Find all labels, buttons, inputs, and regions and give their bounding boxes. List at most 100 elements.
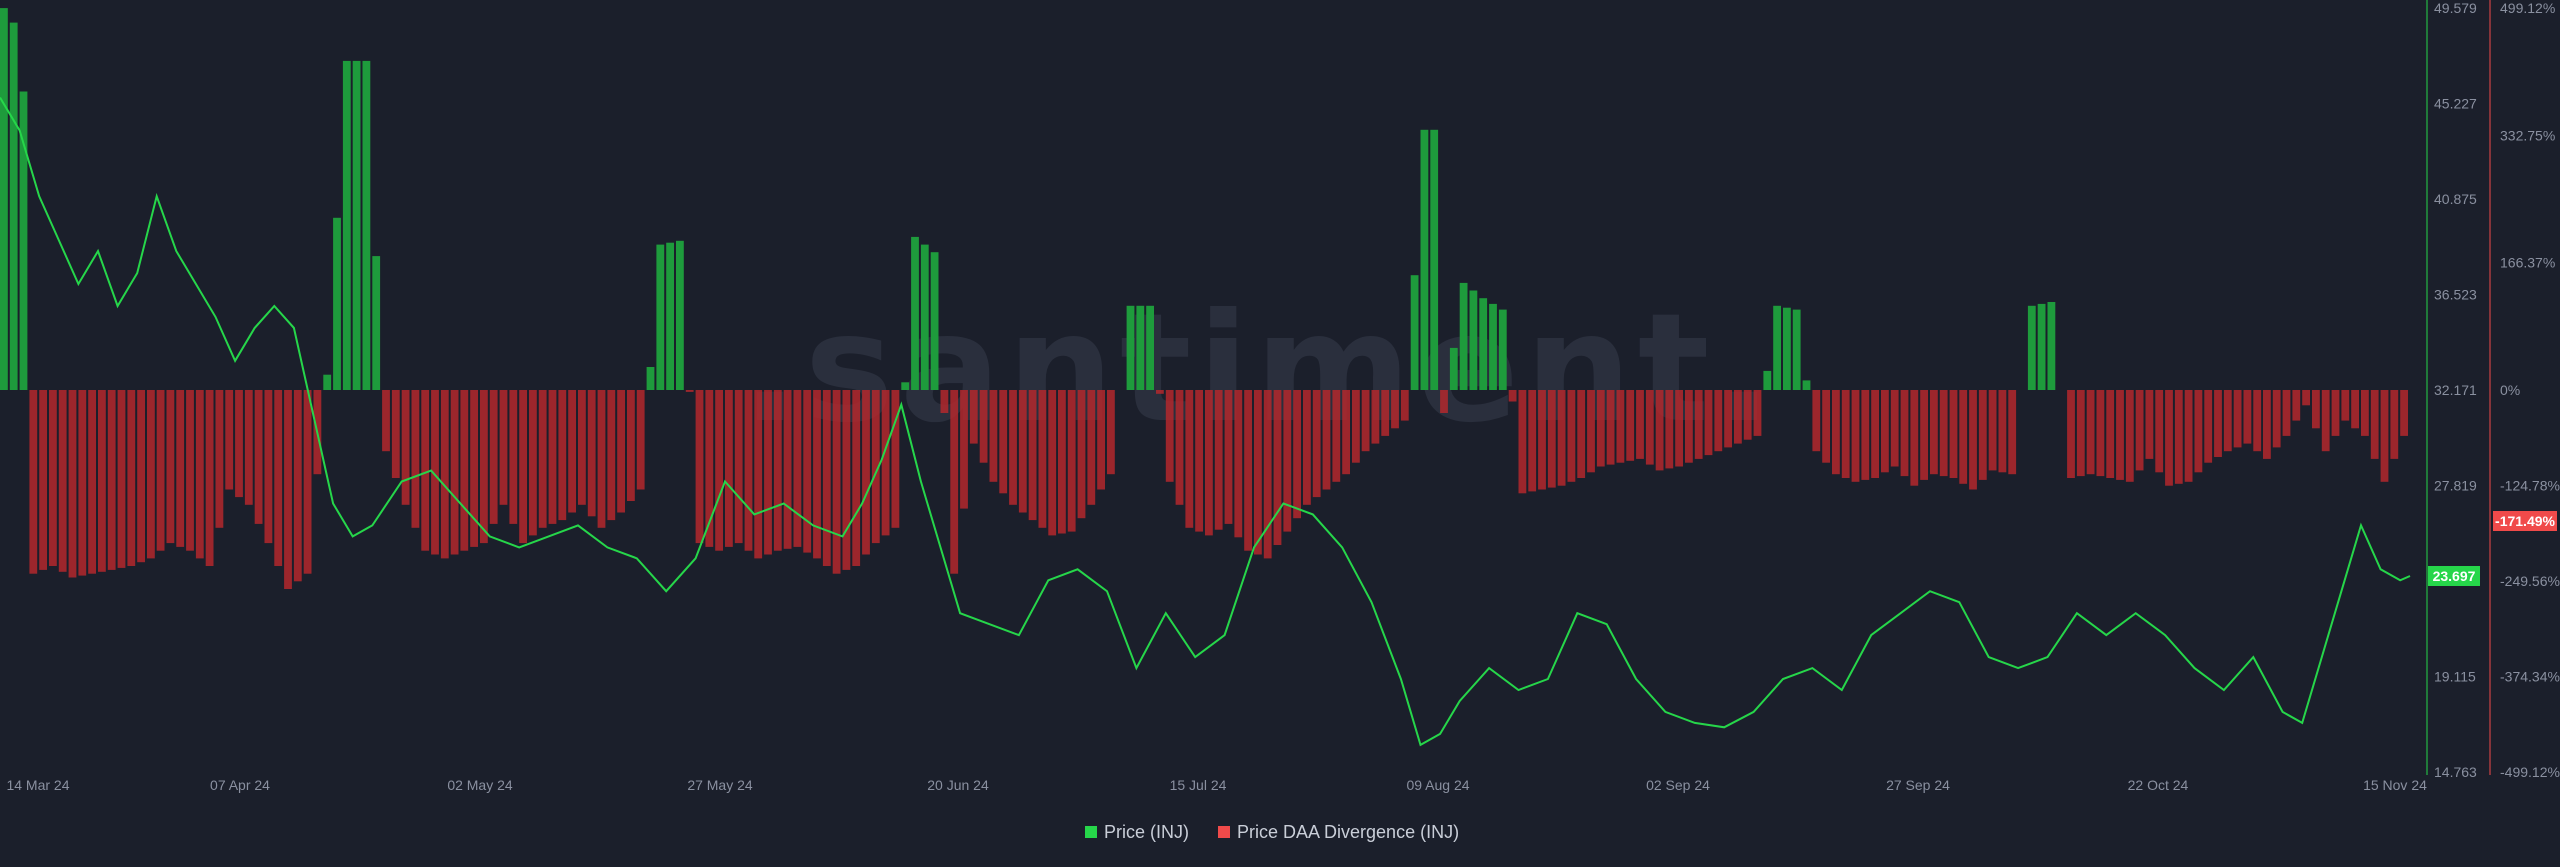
divergence-bar-negative bbox=[2086, 390, 2095, 475]
divergence-bar-negative bbox=[1685, 390, 1693, 463]
divergence-bar-negative bbox=[509, 390, 518, 524]
divergence-bar-negative bbox=[2253, 390, 2262, 452]
divergence-tick-label: 0% bbox=[2500, 382, 2520, 398]
divergence-bar-negative bbox=[1322, 390, 1331, 490]
divergence-bar-positive bbox=[901, 382, 910, 390]
divergence-bar-negative bbox=[1361, 390, 1370, 452]
divergence-bar-negative bbox=[940, 390, 949, 413]
divergence-bar-negative bbox=[636, 390, 645, 490]
divergence-bar-negative bbox=[39, 390, 47, 570]
divergence-bar-negative bbox=[2321, 390, 2330, 452]
divergence-bar-negative bbox=[1851, 390, 1860, 482]
divergence-bar-positive bbox=[1136, 305, 1145, 390]
divergence-bar-negative bbox=[244, 390, 253, 505]
legend-price-swatch bbox=[1085, 826, 1097, 838]
divergence-bar-negative bbox=[1303, 390, 1311, 505]
divergence-bar-positive bbox=[676, 240, 684, 390]
divergence-bar-negative bbox=[470, 390, 478, 547]
divergence-bar-negative bbox=[1009, 390, 1017, 505]
x-tick-label: 27 May 24 bbox=[687, 777, 753, 793]
divergence-bar-negative bbox=[1058, 390, 1066, 534]
divergence-bar-negative bbox=[529, 390, 537, 536]
divergence-bar-negative bbox=[2076, 390, 2085, 477]
divergence-tick-label: -249.56% bbox=[2500, 573, 2560, 589]
divergence-bar-negative bbox=[2145, 390, 2154, 459]
divergence-bar-negative bbox=[1371, 390, 1380, 444]
divergence-bar-negative bbox=[186, 390, 194, 551]
divergence-bar-negative bbox=[2106, 390, 2115, 478]
x-tick-label: 14 Mar 24 bbox=[6, 777, 69, 793]
divergence-bar-negative bbox=[2194, 390, 2203, 473]
divergence-tick-label: -374.34% bbox=[2500, 669, 2560, 685]
divergence-bar-negative bbox=[607, 390, 616, 521]
divergence-bar-positive bbox=[362, 60, 371, 391]
divergence-bar-negative bbox=[1704, 390, 1713, 456]
price-tick-label: 32.171 bbox=[2434, 382, 2477, 398]
divergence-bar-negative bbox=[1048, 390, 1057, 536]
divergence-bar-negative bbox=[1998, 390, 2007, 473]
divergence-bar-negative bbox=[49, 390, 57, 566]
divergence-bar-negative bbox=[1273, 390, 1282, 545]
divergence-bar-negative bbox=[1077, 390, 1086, 519]
divergence-bar-negative bbox=[558, 390, 567, 521]
divergence-bar-positive bbox=[9, 22, 18, 390]
divergence-bar-positive bbox=[342, 60, 351, 391]
divergence-bar-negative bbox=[254, 390, 263, 524]
divergence-bar-negative bbox=[2263, 390, 2271, 459]
divergence-bar-negative bbox=[548, 390, 557, 524]
divergence-bar-negative bbox=[1822, 390, 1830, 463]
divergence-bar-negative bbox=[568, 390, 576, 513]
divergence-bar-positive bbox=[2047, 302, 2056, 390]
divergence-bar-negative bbox=[225, 390, 234, 490]
divergence-bar-positive bbox=[1479, 298, 1488, 390]
divergence-bar-negative bbox=[1165, 390, 1174, 482]
divergence-bar-negative bbox=[1028, 390, 1037, 521]
divergence-bar-negative bbox=[2174, 390, 2183, 484]
x-tick-label: 20 Jun 24 bbox=[927, 777, 989, 793]
divergence-bar-positive bbox=[930, 252, 939, 390]
divergence-bar-negative bbox=[2233, 390, 2242, 448]
divergence-bar-negative bbox=[832, 390, 841, 574]
divergence-bar-positive bbox=[372, 256, 381, 390]
divergence-bar-negative bbox=[587, 390, 596, 517]
divergence-bar-negative bbox=[2380, 390, 2389, 482]
divergence-bar-negative bbox=[1939, 390, 1948, 477]
divergence-bar-negative bbox=[773, 390, 782, 551]
divergence-bar-negative bbox=[107, 390, 116, 570]
divergence-bar-negative bbox=[1743, 390, 1752, 440]
divergence-bar-negative bbox=[2214, 390, 2222, 457]
divergence-bar-negative bbox=[1508, 390, 1517, 402]
divergence-bar-positive bbox=[1469, 290, 1478, 390]
divergence-bar-negative bbox=[2165, 390, 2173, 486]
divergence-bar-negative bbox=[58, 390, 67, 572]
x-tick-label: 07 Apr 24 bbox=[210, 777, 270, 793]
legend-divergence-swatch bbox=[1218, 826, 1230, 838]
divergence-bar-negative bbox=[871, 390, 880, 544]
divergence-bar-negative bbox=[842, 390, 851, 570]
divergence-bar-negative bbox=[235, 390, 243, 498]
divergence-bar-negative bbox=[2331, 390, 2340, 436]
divergence-bar-negative bbox=[1616, 390, 1625, 463]
price-line-group bbox=[0, 96, 2411, 747]
divergence-bar-negative bbox=[1557, 390, 1566, 486]
divergence-bar-negative bbox=[2292, 390, 2301, 421]
divergence-bar-negative bbox=[1352, 390, 1360, 463]
divergence-bar-negative bbox=[421, 390, 430, 551]
divergence-bar-negative bbox=[1234, 390, 1243, 538]
price-tick-label: 19.115 bbox=[2434, 669, 2476, 685]
divergence-bar-negative bbox=[1577, 390, 1586, 478]
divergence-bars bbox=[0, 8, 2408, 589]
divergence-bar-positive bbox=[1420, 129, 1429, 391]
divergence-bar-negative bbox=[1547, 390, 1556, 488]
divergence-bar-negative bbox=[685, 390, 694, 392]
divergence-bar-negative bbox=[1920, 390, 1928, 480]
divergence-bar-negative bbox=[1283, 390, 1292, 532]
divergence-bar-positive bbox=[1489, 303, 1497, 390]
divergence-bar-positive bbox=[646, 367, 655, 390]
divergence-bar-positive bbox=[2027, 305, 2036, 390]
divergence-bar-negative bbox=[1969, 390, 1977, 490]
divergence-tick-label: 499.12% bbox=[2500, 0, 2555, 16]
divergence-bar-negative bbox=[1087, 390, 1096, 505]
price-tick-label: 27.819 bbox=[2434, 478, 2477, 494]
divergence-bar-negative bbox=[2008, 390, 2017, 475]
